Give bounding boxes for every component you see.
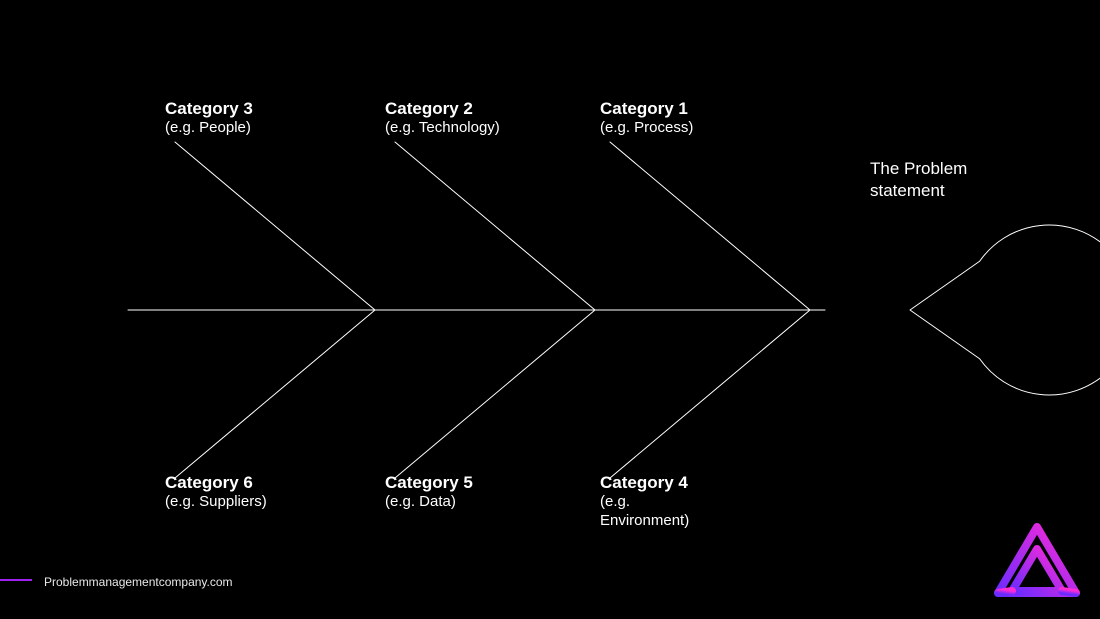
category-5-label: Category 5 (e.g. Data) bbox=[385, 472, 473, 512]
category-1-sub: (e.g. Process) bbox=[600, 119, 693, 138]
problem-statement-line2: statement bbox=[870, 180, 967, 202]
category-6-label: Category 6 (e.g. Suppliers) bbox=[165, 472, 267, 512]
problem-statement-label: The Problem statement bbox=[870, 158, 967, 202]
category-5-title: Category 5 bbox=[385, 472, 473, 493]
problem-statement-line1: The Problem bbox=[870, 158, 967, 180]
category-6-title: Category 6 bbox=[165, 472, 267, 493]
fishbone-slide: Category 3 (e.g. People) Category 2 (e.g… bbox=[0, 0, 1100, 619]
brand-logo-icon bbox=[992, 519, 1082, 601]
footer-url: Problemmanagementcompany.com bbox=[44, 575, 233, 589]
category-4-label: Category 4 (e.g. Environment) bbox=[600, 472, 689, 531]
category-2-title: Category 2 bbox=[385, 98, 500, 119]
category-3-title: Category 3 bbox=[165, 98, 253, 119]
category-1-title: Category 1 bbox=[600, 98, 693, 119]
footer-accent-bar bbox=[0, 579, 32, 581]
category-1-label: Category 1 (e.g. Process) bbox=[600, 98, 693, 138]
category-3-sub: (e.g. People) bbox=[165, 119, 253, 138]
category-2-label: Category 2 (e.g. Technology) bbox=[385, 98, 500, 138]
fishbone-diagram bbox=[0, 0, 1100, 619]
category-6-sub: (e.g. Suppliers) bbox=[165, 493, 267, 512]
category-4-sub: (e.g. Environment) bbox=[600, 493, 689, 531]
category-5-sub: (e.g. Data) bbox=[385, 493, 473, 512]
category-3-label: Category 3 (e.g. People) bbox=[165, 98, 253, 138]
category-2-sub: (e.g. Technology) bbox=[385, 119, 500, 138]
category-4-title: Category 4 bbox=[600, 472, 689, 493]
